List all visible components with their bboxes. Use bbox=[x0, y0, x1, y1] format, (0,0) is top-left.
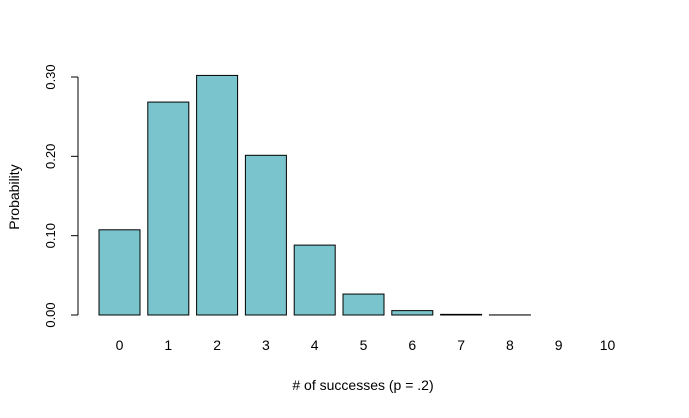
y-axis-label: Probability bbox=[6, 164, 22, 229]
x-tick-label: 1 bbox=[164, 337, 172, 353]
x-tick-label: 8 bbox=[506, 337, 514, 353]
x-tick-label: 3 bbox=[262, 337, 270, 353]
bar bbox=[343, 294, 384, 315]
y-tick-label: 0.00 bbox=[43, 302, 58, 327]
x-tick-label: 9 bbox=[555, 337, 563, 353]
y-axis: 0.00 0.10 0.20 0.30 bbox=[43, 64, 78, 327]
bar bbox=[148, 102, 189, 315]
x-tick-label: 10 bbox=[600, 337, 616, 353]
bar bbox=[245, 155, 286, 315]
y-tick-label: 0.10 bbox=[43, 223, 58, 248]
bar bbox=[99, 230, 140, 315]
x-tick-label: 5 bbox=[360, 337, 368, 353]
x-tick-label: 2 bbox=[213, 337, 221, 353]
x-tick-labels: 0 1 2 3 4 5 6 7 8 9 10 bbox=[116, 337, 616, 353]
bar bbox=[441, 314, 482, 315]
x-tick-label: 6 bbox=[408, 337, 416, 353]
bars bbox=[99, 75, 530, 315]
y-tick-label: 0.20 bbox=[43, 144, 58, 169]
x-axis-label: # of successes (p = .2) bbox=[292, 377, 433, 393]
x-tick-label: 0 bbox=[116, 337, 124, 353]
bar bbox=[392, 311, 433, 315]
y-tick-label: 0.30 bbox=[43, 64, 58, 89]
x-tick-label: 4 bbox=[311, 337, 319, 353]
x-tick-label: 7 bbox=[457, 337, 465, 353]
bar bbox=[197, 75, 238, 315]
bar bbox=[294, 245, 335, 315]
